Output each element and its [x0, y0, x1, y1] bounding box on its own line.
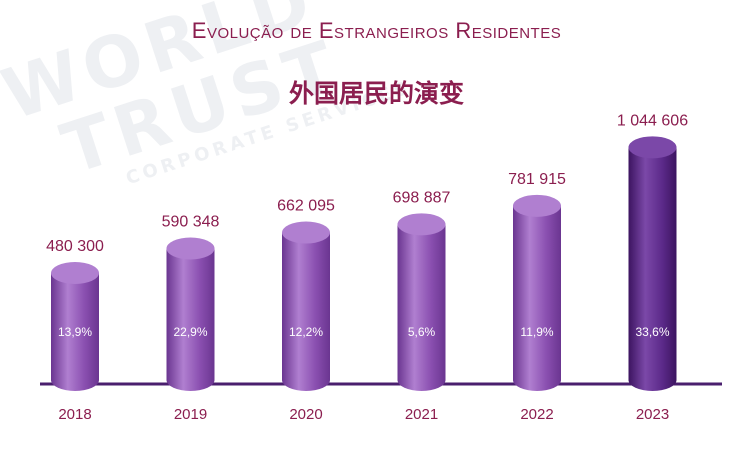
- growth-label-2022: 11,9%: [520, 325, 553, 339]
- value-label-2022: 781 915: [508, 171, 566, 188]
- bar-2019: 590 348 22,9% 2019: [162, 214, 220, 423]
- bar-2018: 480 300 13,9% 2018: [46, 238, 104, 423]
- value-label-2020: 662 095: [277, 198, 335, 215]
- value-label-2019: 590 348: [162, 214, 220, 231]
- bar-top-2020: [282, 221, 330, 244]
- bar-body-2022: [513, 205, 561, 391]
- bar-body-2020: [282, 232, 330, 391]
- growth-label-2021: 5,6%: [408, 325, 436, 339]
- x-tick-label-2023: 2023: [636, 406, 669, 423]
- x-tick-label-2020: 2020: [289, 406, 322, 423]
- bar-top-2022: [513, 194, 561, 217]
- growth-label-2019: 22,9%: [173, 325, 207, 339]
- bar-top-2019: [166, 237, 215, 260]
- growth-label-2023: 33,6%: [635, 325, 669, 339]
- x-tick-label-2022: 2022: [520, 406, 553, 423]
- bar-2023: 1 044 606 33,6% 2023: [617, 112, 688, 423]
- x-tick-label-2019: 2019: [174, 406, 207, 423]
- bars-layer: 480 300 13,9% 2018 590 348 22,9% 2019 662 095 1…: [40, 112, 722, 423]
- bar-top-2021: [397, 213, 446, 236]
- bar-body-2021: [397, 224, 446, 391]
- x-tick-label-2021: 2021: [405, 406, 438, 423]
- value-label-2021: 698 887: [393, 189, 451, 206]
- bar-2021: 698 887 5,6% 2021: [393, 189, 451, 423]
- bar-top-2018: [51, 262, 99, 285]
- bar-2020: 662 095 12,2% 2020: [277, 198, 335, 423]
- chart-title: Evolução de Estrangeiros Residentes: [0, 18, 753, 44]
- bar-2022: 781 915 11,9% 2022: [508, 171, 566, 423]
- bar-body-2018: [51, 273, 99, 391]
- bar-body-2023: [628, 147, 677, 391]
- bar-top-2023: [628, 136, 677, 159]
- value-label-2018: 480 300: [46, 238, 104, 255]
- chart-title-text: Evolução de Estrangeiros Residentes: [191, 18, 562, 43]
- bar-body-2019: [166, 248, 215, 391]
- growth-label-2020: 12,2%: [289, 325, 323, 339]
- growth-label-2018: 13,9%: [58, 325, 92, 339]
- x-tick-label-2018: 2018: [58, 406, 91, 423]
- chart-subtitle: 外国居民的演变: [288, 79, 464, 108]
- value-label-2023: 1 044 606: [617, 112, 688, 129]
